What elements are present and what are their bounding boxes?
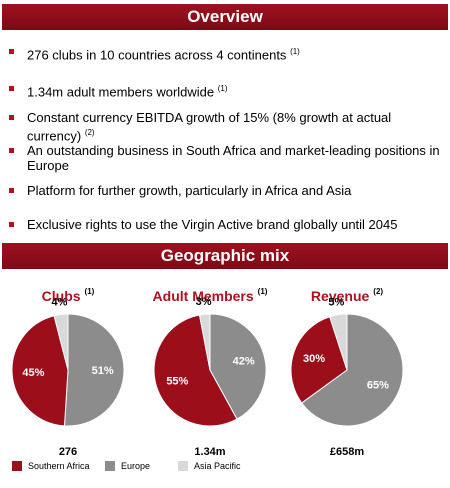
chart-title: Adult Members (1) bbox=[153, 287, 268, 304]
slice-label: 3% bbox=[196, 296, 212, 308]
slice-label: 42% bbox=[233, 355, 255, 367]
legend-swatch bbox=[105, 461, 115, 471]
pie-slice bbox=[53, 313, 69, 371]
pie-slice bbox=[329, 313, 348, 371]
pie-slice bbox=[63, 313, 125, 427]
chart-title: Clubs (1) bbox=[42, 287, 95, 304]
legend-swatch bbox=[12, 461, 22, 471]
footnote-ref: (1) bbox=[258, 287, 268, 296]
footnote-ref: (2) bbox=[84, 128, 95, 137]
bullet-text: 276 clubs in 10 countries across 4 conti… bbox=[27, 47, 287, 63]
pie-slice bbox=[198, 313, 211, 371]
pie-slice bbox=[209, 313, 267, 420]
legend-label: Asia Pacific bbox=[194, 461, 241, 471]
footnote-ref: (1) bbox=[290, 47, 300, 56]
slice-label: 4% bbox=[52, 296, 68, 308]
section-header: Geographic mix bbox=[2, 243, 448, 269]
slice-label: 65% bbox=[367, 380, 389, 392]
footnote-ref: (1) bbox=[85, 287, 95, 296]
slice-label: 30% bbox=[303, 353, 325, 365]
legend-swatch bbox=[178, 461, 188, 471]
bullet-item: Exclusive rights to use the Virgin Activ… bbox=[9, 217, 442, 232]
footnote-ref: (1) bbox=[217, 84, 228, 93]
pie-slice bbox=[290, 316, 348, 404]
total-label: 276 bbox=[59, 446, 77, 458]
chart-title-text: Revenue bbox=[311, 288, 370, 304]
bullet-item: 1.34m adult members worldwide (1) bbox=[9, 81, 442, 100]
chart-title: Revenue (2) bbox=[311, 287, 383, 304]
legend-label: Southern Africa bbox=[28, 461, 90, 471]
bullet-text: 1.34m adult members worldwide bbox=[27, 84, 215, 100]
slice-label: 5% bbox=[328, 297, 344, 309]
chart-title-text: Adult Members bbox=[153, 288, 254, 304]
bullet-text: Exclusive rights to use the Virgin Activ… bbox=[27, 217, 398, 232]
bullet-text: Constant currency EBITDA growth of 15% (… bbox=[27, 110, 392, 144]
pie-slice bbox=[11, 315, 69, 427]
bullet-text: An outstanding business in South Africa … bbox=[27, 143, 440, 173]
total-label: £658m bbox=[330, 446, 364, 458]
bullet-item: An outstanding business in South Africa … bbox=[9, 143, 442, 173]
pie-slice bbox=[300, 313, 404, 427]
slice-label: 55% bbox=[166, 376, 188, 388]
footnote-ref: (2) bbox=[373, 287, 383, 296]
pie-slice bbox=[153, 314, 238, 427]
bullet-text: Platform for further growth, particularl… bbox=[27, 183, 352, 198]
bullet-item: 276 clubs in 10 countries across 4 conti… bbox=[9, 44, 442, 63]
pie-charts: Clubs (1) 51% 45% 4% 276 Adult Members (1) 42% 55… bbox=[11, 287, 404, 471]
section-header: Overview bbox=[2, 4, 448, 30]
total-label: 1.34m bbox=[194, 446, 225, 458]
slice-label: 51% bbox=[92, 365, 114, 377]
slice-label: 45% bbox=[22, 367, 44, 379]
chart-title-text: Clubs bbox=[42, 288, 81, 304]
legend-label: Europe bbox=[121, 461, 150, 471]
bullet-item: Platform for further growth, particularl… bbox=[9, 183, 442, 198]
bullet-item: Constant currency EBITDA growth of 15% (… bbox=[9, 110, 442, 144]
